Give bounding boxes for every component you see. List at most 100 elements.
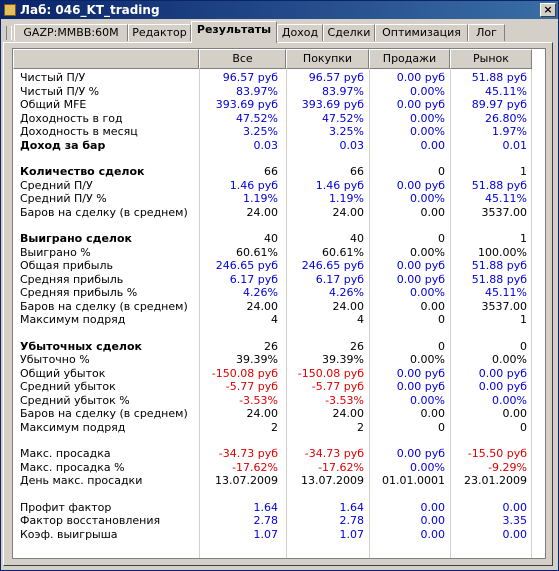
row-value: 0	[438, 232, 445, 245]
row-value: 96.57 руб	[308, 71, 364, 84]
row-value: 0.00%	[410, 393, 445, 407]
row-label: Баров на сделку (в среднем)	[20, 407, 188, 420]
row-value: 24.00	[332, 407, 365, 420]
row-value: 24.00	[332, 205, 365, 219]
column-header-all[interactable]: Все	[199, 49, 286, 69]
table-row: Профит фактор 1.64 1.64 0.00 0.00	[13, 501, 545, 514]
table-row: Баров на сделку (в среднем) 24.00 24.00 0.0…	[13, 407, 545, 420]
row-value: 246.65 руб	[301, 259, 364, 272]
row-value: -34.73 руб	[304, 447, 364, 460]
row-label: Чистый П/У	[20, 71, 86, 84]
row-value: 3537.00	[481, 205, 528, 219]
row-label: Макс. просадка	[20, 447, 111, 460]
table-row: Общий убыток -150.08 руб -150.08 руб 0.00 р…	[13, 367, 545, 380]
row-label: Средний убыток	[20, 380, 116, 393]
row-value: 0.03	[339, 138, 365, 152]
row-value: 24.00	[246, 205, 279, 219]
column-header-longs[interactable]: Покупки	[286, 49, 369, 69]
row-value: 0.00%	[410, 192, 445, 205]
row-value: 26	[350, 339, 364, 353]
column-divider	[531, 69, 532, 558]
row-value: 3.35	[502, 514, 528, 527]
tab-symbol[interactable]: GAZP:MMBB:60M	[14, 24, 128, 41]
row-value: 2	[271, 420, 278, 434]
row-value: -34.73 руб	[218, 447, 278, 460]
row-label: Доход за бар	[20, 138, 106, 152]
table-row: Доходность в месяц 3.25% 3.25% 0.00% 1.97%	[13, 125, 545, 138]
row-value: 2.78	[339, 514, 365, 527]
row-value: 0.00 руб	[396, 178, 445, 192]
close-icon: ×	[543, 3, 553, 16]
table-row: Баров на сделку (в среднем) 24.00 24.00 0.0…	[13, 300, 545, 313]
row-label: Выиграно %	[20, 245, 91, 259]
row-value: 0.00%	[410, 125, 445, 138]
row-value: 24.00	[246, 299, 279, 313]
grip-icon	[6, 26, 12, 40]
row-label: Количество сделок	[20, 165, 145, 178]
column-divider	[450, 69, 451, 558]
tab-results[interactable]: Результаты	[191, 21, 277, 43]
row-value: 1.46 руб	[229, 178, 278, 192]
results-panel: Все Покупки Продажи Рынок Чистый П/У 96.5…	[3, 42, 553, 566]
row-value: 0	[438, 420, 445, 434]
tab-optimization[interactable]: Оптимизация	[375, 24, 468, 41]
row-value: 0.00	[420, 407, 446, 420]
close-button[interactable]: ×	[540, 3, 556, 17]
row-value: 0.00 руб	[396, 71, 445, 84]
row-value: -17.62%	[232, 460, 278, 474]
row-label: Доходность в год	[20, 111, 123, 125]
table-row: Доход за бар 0.03 0.03 0.00 0.01	[13, 139, 545, 152]
row-label: Макс. просадка %	[20, 460, 125, 474]
row-value: 0.00 руб	[396, 366, 445, 380]
row-value: 96.57 руб	[222, 71, 278, 84]
column-divider	[199, 69, 200, 558]
table-row: Доходность в год 47.52% 47.52% 0.00% 26.80%	[13, 112, 545, 125]
row-value: 1	[520, 313, 527, 326]
row-value: 51.88 руб	[471, 259, 527, 272]
row-value: 3537.00	[481, 299, 528, 313]
row-value: 0.00	[502, 500, 528, 514]
row-value: 1.19%	[329, 192, 364, 205]
column-header-shorts[interactable]: Продажи	[369, 49, 450, 69]
row-value: 0.00%	[410, 353, 445, 366]
row-label: Баров на сделку (в среднем)	[20, 205, 188, 219]
row-value: 246.65 руб	[215, 259, 278, 272]
row-value: 393.69 руб	[301, 98, 364, 111]
row-value: 3.25%	[243, 125, 278, 138]
row-value: -15.50 руб	[467, 447, 527, 460]
table-row: Коэф. выигрыша 1.07 1.07 0.00 0.00	[13, 528, 545, 541]
row-value: -5.77 руб	[225, 380, 278, 393]
row-value: 4	[357, 313, 364, 326]
row-value: 45.11%	[485, 84, 527, 98]
row-value: 2.78	[253, 514, 279, 527]
row-label: Убыточных сделок	[20, 339, 143, 353]
row-value: 0.00%	[410, 84, 445, 98]
results-table: Все Покупки Продажи Рынок Чистый П/У 96.5…	[12, 48, 546, 559]
column-header-market[interactable]: Рынок	[450, 49, 532, 69]
row-label: Чистый П/У %	[20, 84, 100, 98]
row-value: 1.19%	[243, 192, 278, 205]
row-value: 1	[520, 232, 527, 245]
tab-log[interactable]: Лог	[468, 24, 505, 41]
row-label: Общий убыток	[20, 366, 106, 380]
row-value: -9.29%	[488, 460, 527, 474]
row-value: 100.00%	[478, 245, 527, 259]
row-label: Выиграно сделок	[20, 232, 133, 245]
row-value: 0.00	[420, 500, 446, 514]
title-bar[interactable]: Лаб: 046_KT_trading ×	[1, 1, 558, 19]
row-value: 0.00%	[492, 393, 527, 407]
tab-editor[interactable]: Редактор	[128, 24, 191, 41]
row-value: 0	[438, 313, 445, 326]
row-value: 23.01.2009	[464, 474, 527, 487]
row-value: 0.00	[502, 407, 528, 420]
row-label: Убыточно %	[20, 353, 90, 366]
tab-profit[interactable]: Доход	[277, 24, 323, 41]
tab-trades[interactable]: Сделки	[323, 24, 375, 41]
row-value: 60.61%	[322, 245, 364, 259]
row-label: Баров на сделку (в среднем)	[20, 299, 188, 313]
row-value: 0.00%	[410, 460, 445, 474]
row-value: 1.07	[339, 527, 365, 541]
row-value: 01.01.0001	[382, 474, 445, 487]
row-value: 4	[271, 313, 278, 326]
